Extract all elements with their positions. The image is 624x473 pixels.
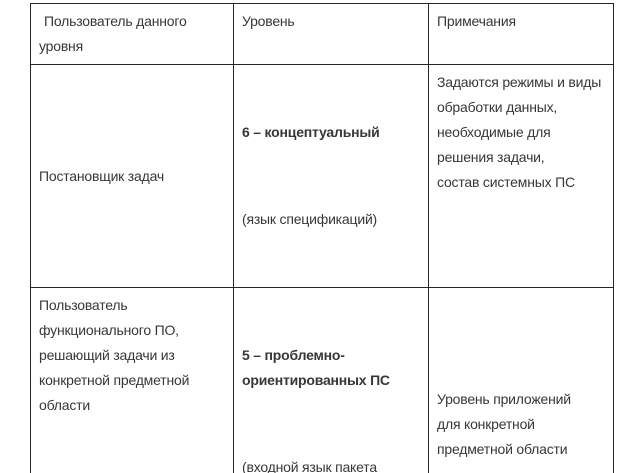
table-row-level5: Пользователь функционального ПО, решающи… xyxy=(30,287,614,473)
header-cell-user: Пользователь данного уровня xyxy=(30,3,234,65)
notes-paragraph: Задаются режимы и виды обработки данных,… xyxy=(437,74,602,190)
header-cell-level: Уровень xyxy=(233,3,429,65)
cell-user-level5: Пользователь функционального ПО, решающи… xyxy=(30,287,234,473)
cell-notes-level6: Задаются режимы и виды обработки данных,… xyxy=(428,64,614,288)
software-levels-table: Пользователь данного уровня Уровень Прим… xyxy=(30,3,614,473)
cell-level-level5: 5 – проблемно- ориентированных ПС (входн… xyxy=(233,287,429,473)
cell-level-level6: 6 – концептуальный (язык спецификаций) xyxy=(233,64,429,288)
notes-paragraph: Уровень приложений для конкретной предме… xyxy=(437,390,571,457)
level-title: 6 – концептуальный xyxy=(242,124,380,140)
level-subtitle: (язык спецификаций) xyxy=(242,211,378,227)
table-header-row: Пользователь данного уровня Уровень Прим… xyxy=(30,3,614,65)
cell-user-level6: Постановщик задач xyxy=(30,64,234,288)
cell-notes-level5: Уровень приложений для конкретной предме… xyxy=(428,287,614,473)
level-title: 5 – проблемно- ориентированных ПС xyxy=(242,347,390,388)
header-cell-notes: Примечания xyxy=(428,3,614,65)
level-subtitle: (входной язык пакета программ) xyxy=(242,459,377,473)
table-row-level6: Постановщик задач 6 – концептуальный (яз… xyxy=(30,64,614,288)
